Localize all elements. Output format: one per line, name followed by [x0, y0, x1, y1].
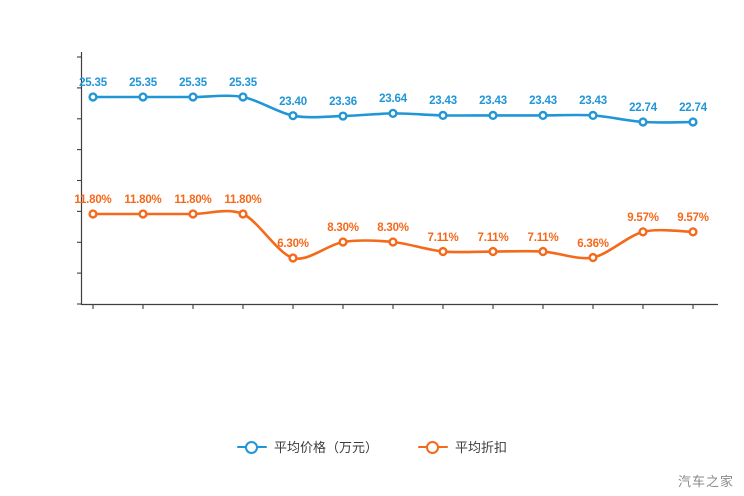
discount-series-markers	[88, 209, 698, 263]
x-axis-ticks	[92, 304, 694, 309]
price-data-point[interactable]	[638, 117, 648, 127]
discount-data-point[interactable]	[538, 246, 548, 257]
discount-data-point[interactable]	[488, 246, 498, 257]
price-data-point[interactable]	[338, 111, 348, 121]
price-data-point[interactable]	[238, 92, 248, 102]
discount-data-point[interactable]	[138, 209, 148, 219]
discount-data-point[interactable]	[638, 227, 648, 237]
discount-data-point[interactable]	[88, 209, 98, 219]
price-data-point[interactable]	[388, 108, 398, 118]
price-data-point[interactable]	[488, 110, 498, 120]
site-watermark: 汽车之家	[677, 474, 734, 489]
price-data-point[interactable]	[538, 110, 548, 120]
price-data-point[interactable]	[138, 92, 148, 102]
chart-legend: 平均价格（万元） 平均折扣	[0, 437, 744, 456]
legend-label-price: 平均价格（万元）	[273, 440, 378, 455]
discount-data-point[interactable]	[438, 246, 448, 257]
legend-label-discount: 平均折扣	[455, 440, 508, 455]
legend-item-price[interactable]: 平均价格（万元）	[236, 437, 378, 456]
discount-data-point[interactable]	[338, 237, 348, 247]
price-data-point[interactable]	[438, 110, 448, 120]
discount-data-point[interactable]	[288, 253, 298, 263]
discount-series-line	[91, 209, 695, 260]
discount-data-point[interactable]	[588, 252, 598, 263]
price-series-markers	[88, 92, 698, 127]
discount-data-point[interactable]	[388, 237, 398, 247]
price-data-point[interactable]	[188, 92, 198, 102]
discount-data-point[interactable]	[188, 209, 198, 219]
price-legend-marker-icon	[236, 439, 267, 455]
discount-legend-marker-icon	[418, 439, 448, 455]
legend-item-discount[interactable]: 平均折扣	[418, 437, 507, 456]
discount-data-point[interactable]	[238, 209, 248, 219]
series-group	[88, 92, 698, 263]
price-data-point[interactable]	[588, 110, 598, 120]
discount-data-point[interactable]	[688, 227, 698, 237]
chart-axes	[77, 52, 718, 309]
price-data-point[interactable]	[288, 111, 298, 121]
price-data-point[interactable]	[688, 117, 698, 127]
y-axis-ticks	[77, 56, 82, 305]
price-data-point[interactable]	[88, 92, 98, 102]
